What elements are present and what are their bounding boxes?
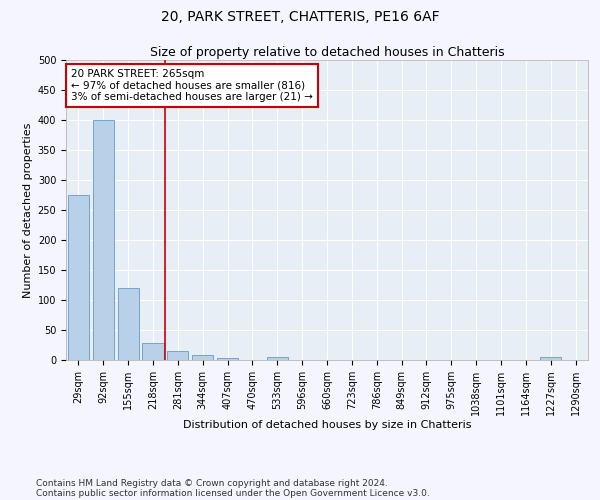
Bar	[167, 351, 188, 360]
Text: 20, PARK STREET, CHATTERIS, PE16 6AF: 20, PARK STREET, CHATTERIS, PE16 6AF	[161, 10, 439, 24]
Y-axis label: Number of detached properties: Number of detached properties	[23, 122, 34, 298]
Text: Contains HM Land Registry data © Crown copyright and database right 2024.: Contains HM Land Registry data © Crown c…	[36, 478, 388, 488]
Text: 20 PARK STREET: 265sqm
← 97% of detached houses are smaller (816)
3% of semi-det: 20 PARK STREET: 265sqm ← 97% of detached…	[71, 69, 313, 102]
Bar	[142, 343, 164, 360]
Bar	[93, 120, 114, 360]
Text: Contains public sector information licensed under the Open Government Licence v3: Contains public sector information licen…	[36, 488, 430, 498]
Bar	[192, 355, 213, 360]
Bar	[217, 358, 238, 360]
Bar	[540, 357, 561, 360]
X-axis label: Distribution of detached houses by size in Chatteris: Distribution of detached houses by size …	[183, 420, 471, 430]
Bar	[118, 288, 139, 360]
Title: Size of property relative to detached houses in Chatteris: Size of property relative to detached ho…	[149, 46, 505, 59]
Bar	[267, 357, 288, 360]
Bar	[68, 195, 89, 360]
